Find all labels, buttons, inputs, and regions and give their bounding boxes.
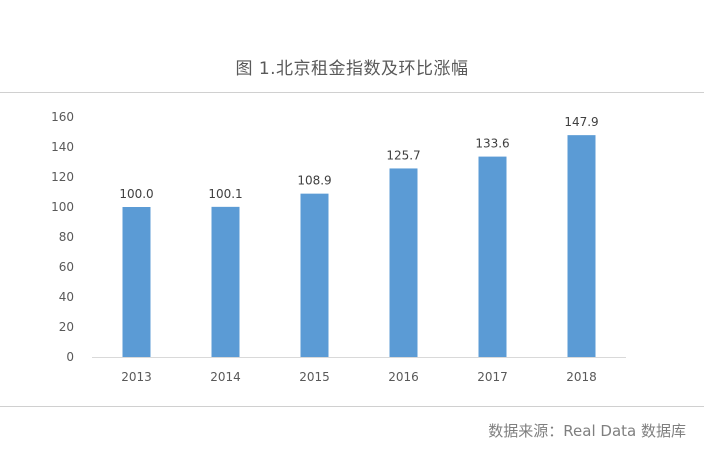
y-tick-label: 100 (51, 200, 74, 214)
bar-2017 (478, 156, 507, 357)
x-tick-label-2017: 2017 (477, 370, 508, 384)
bar-2018 (567, 135, 596, 357)
y-tick-label: 160 (51, 110, 74, 124)
bar-2016 (389, 168, 418, 357)
bar-2015 (300, 193, 329, 357)
bars: 100.0 100.1 108.9 125.7 133.6 147.9 (119, 115, 599, 357)
data-source-note: 数据来源：Real Data 数据库 (488, 422, 686, 440)
x-tick-label-2015: 2015 (299, 370, 330, 384)
y-tick-label: 0 (66, 350, 74, 364)
bottom-divider (0, 406, 704, 407)
y-tick-label: 80 (59, 230, 74, 244)
y-tick-label: 120 (51, 170, 74, 184)
bar-2014 (211, 206, 240, 357)
x-tick-label-2014: 2014 (210, 370, 241, 384)
top-divider (0, 92, 704, 93)
y-axis: 0 20 40 60 80 100 120 140 160 (51, 110, 74, 364)
data-label-2014: 100.1 (208, 187, 242, 201)
x-tick-label-2016: 2016 (388, 370, 419, 384)
y-tick-label: 20 (59, 320, 74, 334)
data-label-2015: 108.9 (297, 174, 331, 188)
x-tick-label-2013: 2013 (121, 370, 152, 384)
y-tick-label: 60 (59, 260, 74, 274)
data-label-2018: 147.9 (564, 115, 598, 129)
x-tick-label-2018: 2018 (566, 370, 597, 384)
y-tick-label: 40 (59, 290, 74, 304)
bar-2013 (122, 207, 151, 357)
data-label-2016: 125.7 (386, 148, 420, 162)
x-axis: 2013 2014 2015 2016 2017 2018 (92, 357, 626, 384)
chart-title: 图 1.北京租金指数及环比涨幅 (235, 59, 469, 79)
data-label-2017: 133.6 (475, 137, 509, 151)
data-label-2013: 100.0 (119, 187, 153, 201)
y-tick-label: 140 (51, 140, 74, 154)
